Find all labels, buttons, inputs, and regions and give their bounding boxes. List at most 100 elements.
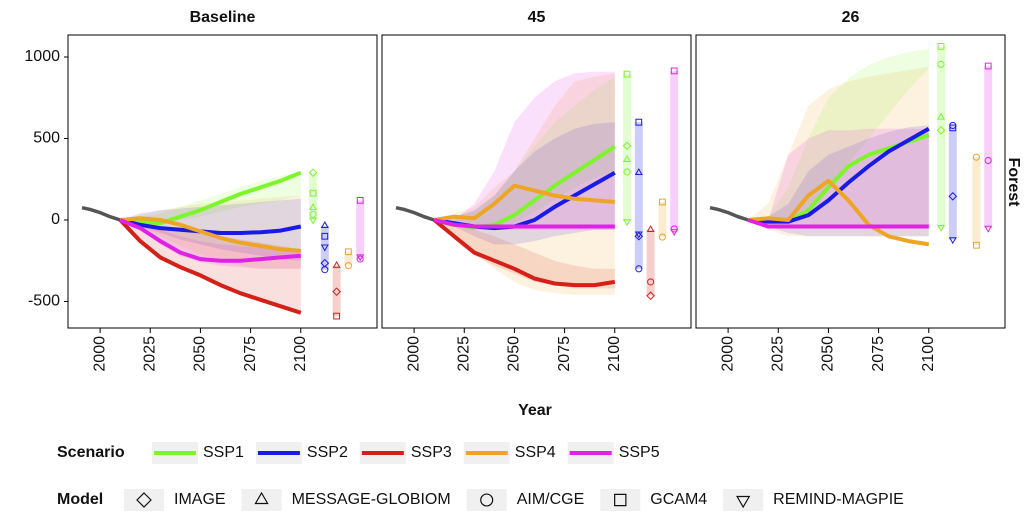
y-tick-label: 500 [33,130,60,147]
panel-border [695,34,1006,329]
legend-label: IMAGE [174,491,226,508]
model-marker [634,231,644,241]
x-tick-label: 2075 [556,336,573,372]
legend-key [466,489,507,511]
x-tick-label: 2025 [769,336,786,372]
scenario-line [119,218,301,263]
history-line [709,205,749,222]
scenario-line [119,218,302,235]
model-marker [321,266,329,274]
panel-border [67,34,378,329]
panel-border [381,34,692,329]
x-tick-label: 2050 [192,336,209,372]
scenario-line [433,218,615,229]
x-tick-label: 2000 [405,336,422,372]
panel-background [68,35,377,328]
model-marker [622,219,632,227]
range-ribbon [434,73,615,295]
model-marker [634,231,643,239]
model-range-bar [356,200,365,260]
legend-title: Scenario [57,444,125,461]
model-marker [623,70,631,78]
model-range-bar [332,265,341,317]
model-marker [670,229,679,236]
model-marker [647,278,655,286]
model-marker [345,248,352,256]
model-marker [658,233,666,241]
model-marker [320,244,329,252]
x-axis-label: Year [518,402,552,419]
model-range-bar [658,202,667,238]
model-marker [309,189,317,197]
x-tick-label: 2100 [606,336,623,372]
legend-shape [480,493,494,507]
legend-label: SSP5 [619,444,660,461]
model-marker [333,312,340,320]
y-tick-label: -500 [28,293,60,310]
model-marker [646,225,655,233]
model-marker [670,67,678,75]
x-tick-label: 2000 [719,336,736,372]
scenario-line [432,218,616,288]
facet-title: Baseline [190,9,256,26]
legend-key [723,489,764,511]
legend-shape [254,491,269,505]
model-marker [308,203,318,211]
plot-area [395,67,679,301]
history-line [81,205,121,222]
range-ribbon [434,76,615,230]
legend-shape [736,495,751,509]
range-ribbon [120,171,301,224]
model-marker [984,62,992,70]
x-tick-label: 2000 [91,336,108,372]
scenario-line [747,218,929,229]
model-marker [622,155,632,162]
model-marker [937,43,945,50]
model-marker [634,168,643,175]
model-marker [948,192,958,201]
model-marker [332,260,341,268]
x-tick-label: 2075 [242,336,259,372]
legend-label: AIM/CGE [517,491,585,508]
model-range-bar [937,46,945,228]
legend-label: SSP2 [307,444,348,461]
model-marker [936,224,946,232]
range-ribbon [434,220,615,289]
x-tick-label: 2050 [506,336,523,372]
model-marker [356,197,364,204]
model-marker [670,225,678,233]
model-marker [972,153,980,161]
model-marker [659,198,666,206]
legend-shape [614,493,627,507]
model-range-bar [670,70,679,232]
facet-title: 26 [842,9,860,26]
model-marker [356,254,365,262]
model-marker [973,241,980,249]
scenario-line [118,218,302,315]
legend-title: Model [57,491,103,508]
model-marker [321,232,329,240]
model-range-bar [623,74,631,222]
model-range-bar [634,122,643,269]
model-marker [622,141,632,151]
legend-label: SSP1 [203,444,244,461]
x-tick-label: 2075 [870,336,887,372]
legend-label: SSP3 [411,444,452,461]
model-range-bar [948,125,957,240]
facet-title: 45 [528,9,546,26]
scenario-line [748,178,930,247]
model-marker [635,265,643,273]
model-marker [309,210,317,218]
legend-key [600,489,641,511]
x-tick-label: 2025 [141,336,158,372]
model-marker [936,112,946,120]
legend-key [124,489,164,511]
legend-label: GCAM4 [650,491,707,508]
model-range-bar [972,157,981,246]
model-range-bar [320,225,329,270]
plot-area [81,168,365,320]
legend-label: SSP4 [515,444,556,461]
model-marker [936,126,946,135]
x-tick-label: 2100 [920,336,937,372]
x-tick-label: 2050 [820,336,837,372]
